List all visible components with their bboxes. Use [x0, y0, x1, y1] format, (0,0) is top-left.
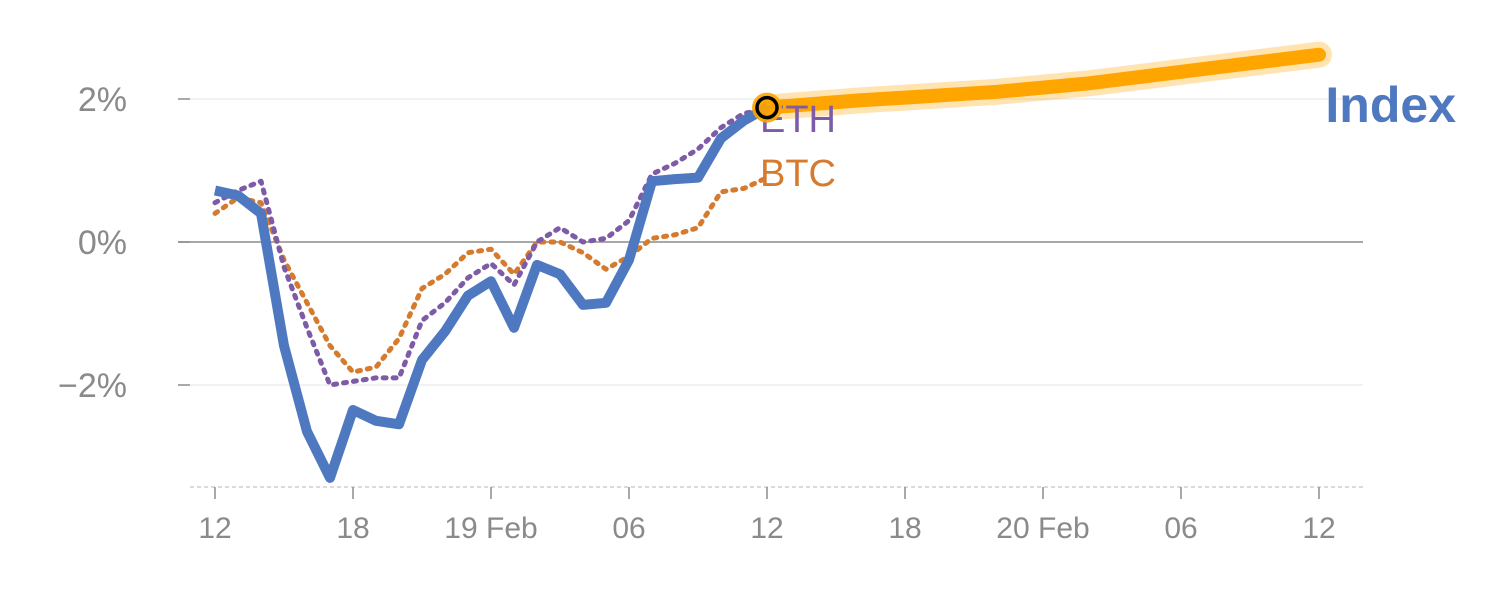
x-tick-label: 19 Feb: [444, 512, 537, 545]
x-tick-label: 06: [612, 512, 645, 545]
series-layer: [212, 41, 1332, 483]
y-tick-label: −2%: [58, 367, 127, 405]
x-tick-label: 12: [750, 512, 783, 545]
btc-label: BTC: [760, 153, 836, 195]
x-tick-label: 18: [336, 512, 369, 545]
axis-layer: 2% 0% −2% 12 18 19 Feb 06 12 18 20 Feb 06 12: [58, 81, 1363, 545]
eth-line: [212, 107, 770, 388]
y-tick-label: 0%: [78, 224, 127, 262]
y-tick-label: 2%: [78, 81, 127, 119]
current-marker: [755, 95, 779, 120]
btc-line: [212, 175, 770, 375]
index-label: Index: [1325, 77, 1456, 133]
grid-layer: [178, 98, 1363, 386]
x-tick-label: 12: [198, 512, 231, 545]
x-tick-label: 20 Feb: [996, 512, 1089, 545]
x-tick-label: 18: [888, 512, 921, 545]
forecast-line: [760, 47, 1326, 115]
x-tick-label: 12: [1302, 512, 1335, 545]
index-line: [213, 103, 770, 483]
x-tick-label: 06: [1164, 512, 1197, 545]
